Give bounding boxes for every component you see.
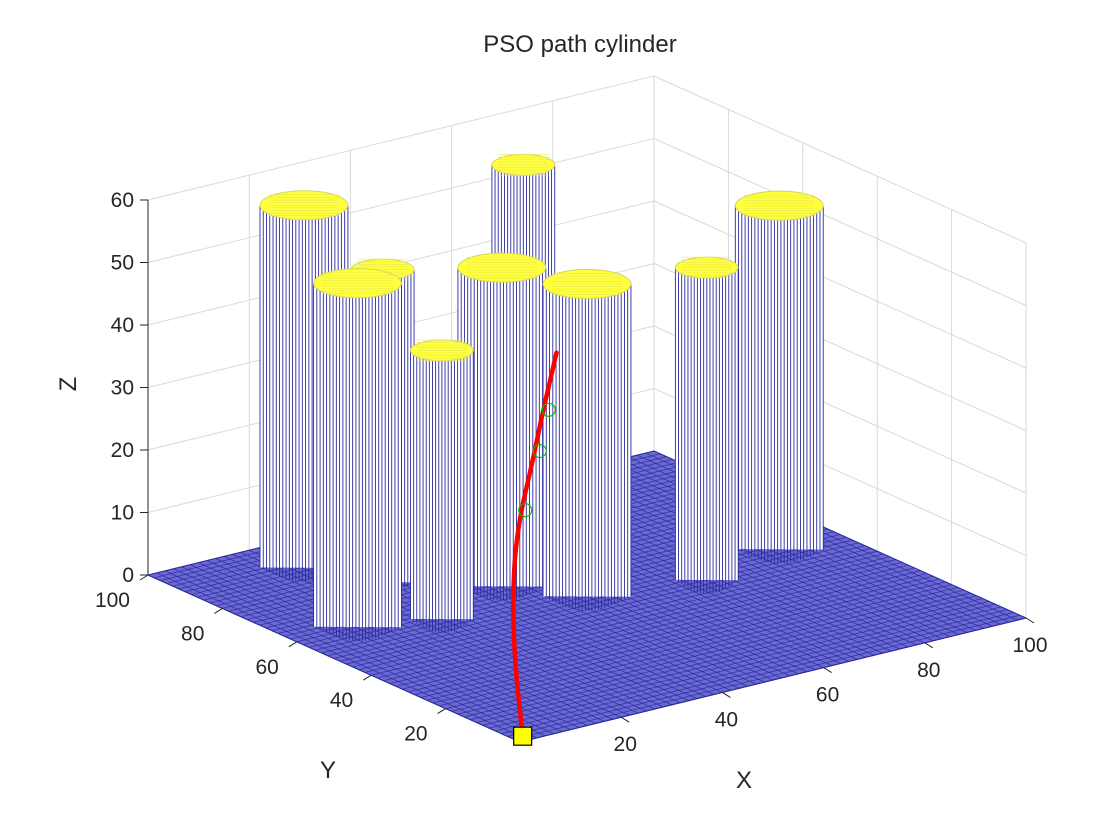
- x-tick-mark: [722, 691, 731, 698]
- x-tick-mark: [620, 716, 630, 723]
- cylinder-body: [735, 205, 824, 550]
- x-tick-mark: [1025, 617, 1035, 624]
- y-axis-label: Y: [320, 757, 336, 784]
- cylinder-obstacle: [313, 268, 403, 641]
- labels-layer: 0 10 20 30 40 50 60 20 40 60 80 100 20 40 60 80 100: [95, 189, 1048, 756]
- cylinder-body: [543, 283, 631, 597]
- pso-path: [511, 350, 559, 739]
- y-tick-mark: [214, 607, 223, 614]
- mesh-line: [586, 467, 959, 635]
- z-tick-label: 40: [111, 314, 134, 337]
- chart-title: PSO path cylinder: [483, 31, 676, 58]
- start-marker: [513, 726, 533, 746]
- y-tick-label: 100: [95, 589, 130, 612]
- x-tick-label: 20: [614, 733, 637, 756]
- z-axis-label: Z: [55, 377, 82, 392]
- z-tick-label: 30: [111, 377, 134, 400]
- z-tick-label: 0: [122, 564, 134, 587]
- x-axis-label: X: [736, 767, 752, 794]
- x-tick-label: 40: [715, 708, 738, 731]
- x-tick-mark: [823, 667, 832, 674]
- y-tick-label: 80: [181, 622, 204, 645]
- z-tick-label: 20: [111, 439, 134, 462]
- cylinder-obstacle: [674, 256, 739, 595]
- x-tick-label: 60: [816, 684, 839, 707]
- cylinder-obstacle: [409, 339, 474, 634]
- waypoint-marker: [532, 443, 547, 459]
- scene-layer: [259, 153, 824, 746]
- y-tick-label: 20: [404, 723, 427, 746]
- cylinder-body: [313, 282, 402, 628]
- y-tick-label: 60: [255, 656, 278, 679]
- mesh-line: [577, 469, 951, 637]
- z-tick-label: 10: [111, 502, 134, 525]
- waypoint-marker: [541, 402, 556, 417]
- cylinder-obstacle: [542, 268, 632, 611]
- x-tick-label: 100: [1012, 634, 1047, 657]
- z-tick-label: 50: [111, 252, 134, 275]
- waypoint-marker: [518, 503, 533, 518]
- y-tick-mark: [288, 641, 298, 648]
- y-tick-mark: [362, 674, 372, 681]
- y-tick-mark: [139, 574, 149, 581]
- cylinder-obstacle: [734, 190, 824, 564]
- x-tick-mark: [924, 642, 934, 649]
- z-tick-label: 60: [111, 189, 134, 212]
- y-tick-label: 40: [330, 689, 353, 712]
- y-tick-mark: [437, 708, 446, 715]
- x-tick-label: 80: [917, 659, 940, 682]
